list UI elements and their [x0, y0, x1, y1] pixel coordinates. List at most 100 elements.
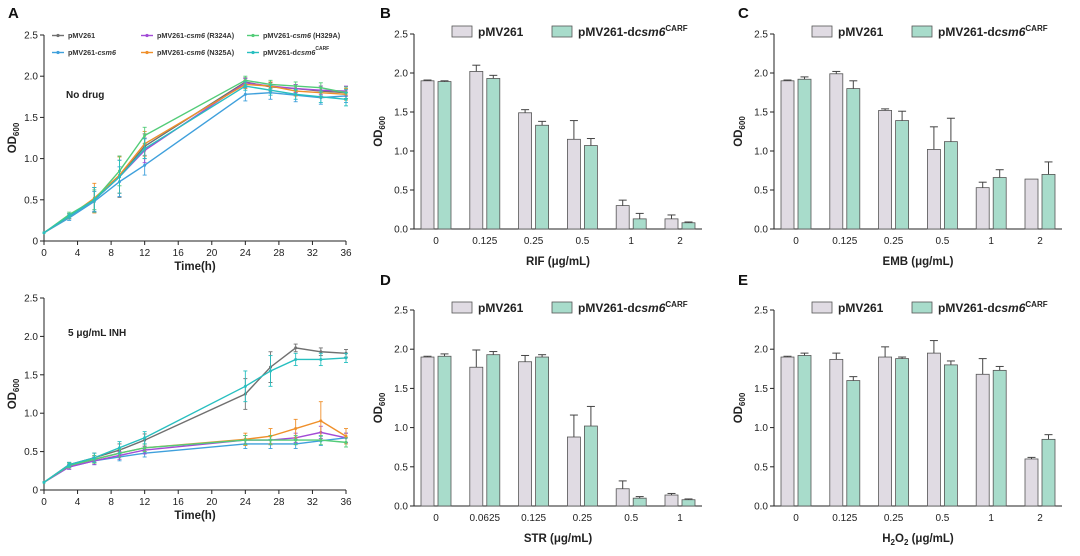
panel-e-ytick-label: 1.0 [754, 423, 768, 434]
panel-b-legend-swatch [551, 25, 573, 38]
panel-e-xlabel-part-2: O [895, 533, 904, 545]
panel-d-bar-1 [681, 499, 696, 507]
panel-e-xtick-label: 0 [793, 513, 799, 524]
panel-a1-series-5-point [118, 175, 121, 179]
panel-a1-legend-item-tail: (H329A) [311, 31, 341, 40]
panel-a1-ytick-label: 1.5 [24, 113, 38, 124]
panel-d-legend-swatch [551, 301, 573, 314]
panel-e-legend-item-ital: csm6 [995, 301, 1026, 315]
panel-a2-xtick-label: 16 [173, 497, 185, 508]
panel-a2-series-3-point [319, 419, 323, 423]
panel-c-legend-item-ital: csm6 [995, 25, 1026, 39]
panel-e-xlabel: H2O2 (μg/mL) [882, 533, 954, 547]
panel-e-ylabel-main: OD [733, 406, 745, 423]
panel-a1-legend-item-ital: csm6 [293, 31, 312, 40]
panel-c-ylabel-sub: 600 [738, 116, 747, 130]
panel-a1-legend-item-base: pMV261- [263, 31, 293, 40]
panel-a1-series-5-line [43, 85, 347, 234]
panel-b-ylabel-sub: 600 [378, 116, 387, 130]
panel-a1-legend-marker [251, 33, 255, 38]
panel-d-legend-item-sup: CARF [665, 300, 687, 309]
panel-a1-ytick-label: 0.5 [24, 195, 38, 206]
panel-c-xtick-label: 0.25 [884, 236, 904, 247]
panel-d-legend-item-base: pMV261 [478, 301, 524, 315]
panel-a1-xtick-label: 28 [273, 248, 285, 259]
panel-a1-legend-item: pMV261-csm6 (R324A) [157, 31, 235, 40]
panel-a2-ytick-label: 1.5 [24, 370, 38, 381]
panel-c-bar-1 [992, 177, 1007, 230]
panel-a1-series-4-point [294, 84, 298, 88]
panel-e-bar-0 [927, 352, 941, 507]
panel-c-legend-item-base: pMV261 [838, 25, 884, 39]
panel-a2-xtick-label: 28 [273, 497, 285, 508]
panel-b-ylabel-main: OD [373, 130, 385, 147]
panel-d-ytick-label: 2.0 [394, 345, 408, 356]
panel-a1-legend-item: pMV261 [68, 31, 95, 40]
panel-e-bar-1 [846, 380, 861, 507]
panel-a1-legend-marker [56, 33, 60, 38]
panel-a1-series-5-point [143, 147, 147, 151]
panel-d-xtick-label: 0.0625 [470, 513, 501, 524]
panel-c-ytick-label: 0.0 [754, 225, 768, 236]
panel-a1-xtick-label: 4 [75, 248, 81, 259]
panel-a1-series-4-point [143, 134, 147, 138]
panel-a2-series-0-point [294, 346, 298, 350]
panel-b-bar-0 [518, 112, 532, 230]
panel-a1-series-5-point [92, 198, 96, 202]
panel-d-ytick-label: 1.5 [394, 384, 408, 395]
panel-b-bar-1 [632, 218, 647, 230]
panel-c-bar-0 [878, 110, 892, 230]
panel-a2-xtick-label: 0 [41, 497, 47, 508]
panel-a2-series-4-point [243, 438, 247, 442]
panel-d-xtick-label: 0.125 [521, 513, 546, 524]
panel-a2-ylabel-main: OD [7, 392, 19, 409]
panel-e-bar-0 [975, 373, 990, 507]
panel-a2-ylabel-sub: 600 [12, 378, 21, 392]
panel-c-legend-item-base: pMV261-d [938, 25, 995, 39]
panel-a2-series-5-point [243, 384, 247, 388]
panel-a1-xtick-label: 32 [307, 248, 319, 259]
panel-e-xtick-label: 1 [988, 513, 994, 524]
panel-c-bar-0 [927, 149, 941, 230]
panel-a2-series-5-point [319, 357, 323, 361]
panel-a2-xtick-label: 4 [75, 497, 81, 508]
panel-a2-ylabel-text: OD600 [7, 378, 21, 409]
panel-b-bar-0 [567, 138, 581, 230]
panel-b-legend-item-base: pMV261-d [578, 25, 635, 39]
panel-b-legend-item-sup: CARF [665, 24, 687, 33]
panel-a1-ytick-label: 1.0 [24, 154, 38, 165]
panel-a1-ylabel-text: OD600 [7, 122, 21, 153]
panel-c-legend-item-sup: CARF [1025, 24, 1047, 33]
panel-d-bar-1 [486, 354, 501, 507]
panel-d-bar-0 [469, 366, 484, 507]
panel-a1-series-0-line [43, 81, 347, 234]
panel-a2-xtick-label: 36 [340, 497, 352, 508]
panel-a2-series-4-point [319, 438, 323, 442]
panel-e-legend-item-base: pMV261 [838, 301, 884, 315]
panel-a1-legend-item-ital: csm6 [187, 31, 206, 40]
panel-e-ytick-label: 0.5 [754, 462, 768, 473]
panel-c-bar-1 [797, 78, 812, 230]
panel-e-legend-item-base: pMV261-d [938, 301, 995, 315]
panel-e-legend-item-sup: CARF [1025, 300, 1047, 309]
panel-d-ylabel: OD600 [373, 392, 387, 423]
panel-c-legend-item: pMV261-dcsm6CARF [938, 24, 1048, 39]
panel-a2-xtick-label: 24 [240, 497, 252, 508]
panel-a1-ytick-label: 2.5 [24, 31, 38, 42]
panel-e-bar-0 [829, 358, 844, 507]
panel-a1-xlabel: Time(h) [174, 261, 215, 273]
panel-d-ylabel-text: OD600 [373, 392, 387, 423]
panel-c-bar-1 [895, 120, 909, 230]
panel-e-bar-0 [1024, 458, 1039, 507]
panel-a1-legend-marker [145, 33, 149, 38]
panel-a1-legend-marker [145, 50, 149, 55]
panel-a1-legend-marker [56, 50, 60, 55]
panel-c-ytick-label: 1.5 [754, 108, 768, 119]
panel-d-xtick-label: 0.5 [624, 513, 638, 524]
panel-a1-series-4-point [319, 86, 323, 90]
panel-d-bar-1 [632, 497, 647, 507]
panel-b-letter: B [380, 5, 391, 22]
panel-d-bar-1 [535, 356, 549, 507]
panel-a2-xtick-label: 20 [206, 497, 218, 508]
panel-e-ytick-label: 1.5 [754, 384, 768, 395]
